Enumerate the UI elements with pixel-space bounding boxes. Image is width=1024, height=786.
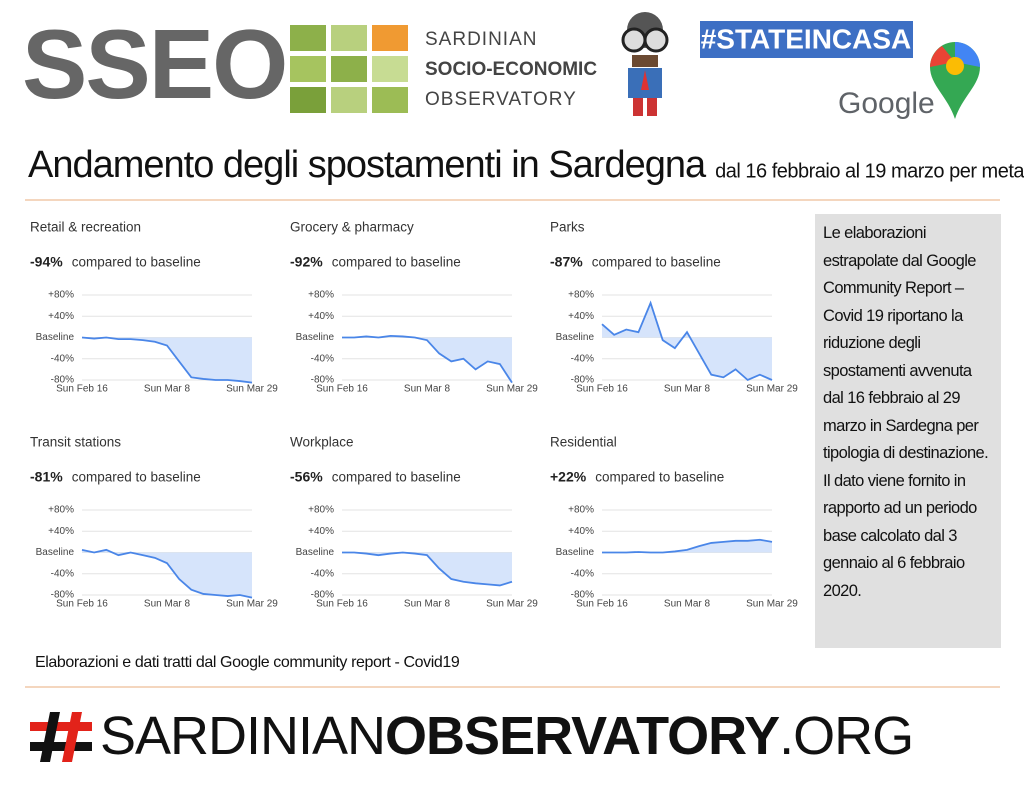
headline: -94% [30, 254, 63, 270]
chart-title: Residential [550, 435, 617, 450]
area [342, 335, 512, 383]
area [602, 539, 772, 553]
headline: +22% [550, 469, 587, 485]
y-tick-label: Baseline [556, 547, 595, 558]
x-tick-label: Sun Mar 29 [746, 599, 798, 610]
y-tick-label: +40% [308, 526, 334, 537]
y-tick-label: +80% [48, 290, 74, 301]
x-tick-label: Sun Feb 16 [56, 384, 108, 395]
y-tick-label: -40% [51, 353, 74, 364]
headline: -81% [30, 469, 63, 485]
x-tick-label: Sun Mar 29 [226, 599, 278, 610]
x-tick-label: Sun Mar 29 [746, 384, 798, 395]
x-tick-label: Sun Feb 16 [316, 384, 368, 395]
footer-part: SARDINIAN [100, 706, 385, 766]
source: Elaborazioni e dati tratti dal Google co… [35, 654, 460, 671]
area [82, 337, 252, 383]
y-tick-label: +40% [568, 526, 594, 537]
y-tick-label: Baseline [296, 547, 335, 558]
line [342, 551, 513, 587]
headline-note: compared to baseline [332, 255, 461, 270]
line [81, 336, 253, 384]
y-tick-label: Baseline [36, 547, 75, 558]
footer-part: OBSERVATORY [385, 706, 780, 766]
line [81, 548, 253, 599]
y-tick-label: -80% [51, 590, 74, 601]
org-line: SOCIO-ECONOMIC [425, 59, 597, 80]
x-tick-label: Sun Feb 16 [56, 599, 108, 610]
headline-note: compared to baseline [595, 470, 724, 485]
headline-note: compared to baseline [72, 255, 201, 270]
y-tick-label: Baseline [36, 332, 75, 343]
y-tick-label: -40% [571, 353, 594, 364]
y-tick-label: Baseline [556, 332, 595, 343]
hash-icon [30, 712, 92, 762]
y-tick-label: +40% [308, 311, 334, 322]
line [601, 300, 773, 382]
y-tick-label: -80% [571, 375, 594, 386]
x-tick-label: Sun Mar 29 [226, 384, 278, 395]
y-tick-label: -40% [51, 568, 74, 579]
y-tick-label: -40% [571, 568, 594, 579]
headline: -87% [550, 254, 583, 270]
footer-part: .ORG [779, 706, 913, 766]
y-tick-label: +80% [48, 505, 74, 516]
google: Google [838, 87, 935, 120]
y-tick-label: Baseline [296, 332, 335, 343]
map-pin [930, 42, 980, 119]
y-tick-label: +80% [568, 505, 594, 516]
area [602, 302, 772, 380]
headline-note: compared to baseline [592, 255, 721, 270]
y-tick-label: +40% [48, 526, 74, 537]
y-tick-label: +80% [308, 505, 334, 516]
headline: -92% [290, 254, 323, 270]
y-tick-label: -40% [311, 568, 334, 579]
y-tick-label: -80% [51, 375, 74, 386]
x-tick-label: Sun Mar 8 [664, 599, 711, 610]
footer-site: SARDINIANOBSERVATORY.ORG [100, 706, 913, 766]
area [342, 552, 512, 586]
y-tick-label: -80% [311, 375, 334, 386]
mascot [621, 12, 669, 116]
x-tick-label: Sun Mar 8 [144, 384, 191, 395]
y-tick-label: +80% [308, 290, 334, 301]
org-line: OBSERVATORY [425, 89, 577, 110]
chart-title: Workplace [290, 435, 354, 450]
sidebar-text: Le elaborazioni estrapolate dal Google C… [815, 214, 1001, 648]
line [602, 538, 773, 554]
title: Andamento degli spostamenti in Sardegna [28, 144, 707, 186]
y-tick-label: +40% [568, 311, 594, 322]
org-line: SARDINIAN [425, 29, 537, 50]
line [342, 335, 513, 384]
logo: SSEO [22, 9, 286, 119]
chart-title: Parks [550, 220, 585, 235]
headline-note: compared to baseline [72, 470, 201, 485]
hashtag: #STATEINCASA [701, 23, 912, 54]
y-tick-label: -40% [311, 353, 334, 364]
chart-title: Grocery & pharmacy [290, 220, 414, 235]
y-tick-label: -80% [571, 590, 594, 601]
headline-note: compared to baseline [332, 470, 461, 485]
y-tick-label: +80% [568, 290, 594, 301]
x-tick-label: Sun Mar 29 [486, 384, 538, 395]
logo-grid [290, 25, 408, 113]
headline: -56% [290, 469, 323, 485]
x-tick-label: Sun Mar 8 [404, 599, 451, 610]
y-tick-label: +40% [48, 311, 74, 322]
x-tick-label: Sun Mar 29 [486, 599, 538, 610]
x-tick-label: Sun Mar 8 [404, 384, 451, 395]
x-tick-label: Sun Feb 16 [576, 384, 628, 395]
chart-title: Retail & recreation [30, 220, 141, 235]
area [82, 549, 252, 598]
x-tick-label: Sun Feb 16 [316, 599, 368, 610]
x-tick-label: Sun Mar 8 [664, 384, 711, 395]
x-tick-label: Sun Feb 16 [576, 599, 628, 610]
x-tick-label: Sun Mar 8 [144, 599, 191, 610]
subtitle: dal 16 febbraio al 19 marzo per meta [715, 160, 1024, 182]
y-tick-label: -80% [311, 590, 334, 601]
hashtag-box [700, 21, 913, 58]
chart-title: Transit stations [30, 435, 121, 450]
